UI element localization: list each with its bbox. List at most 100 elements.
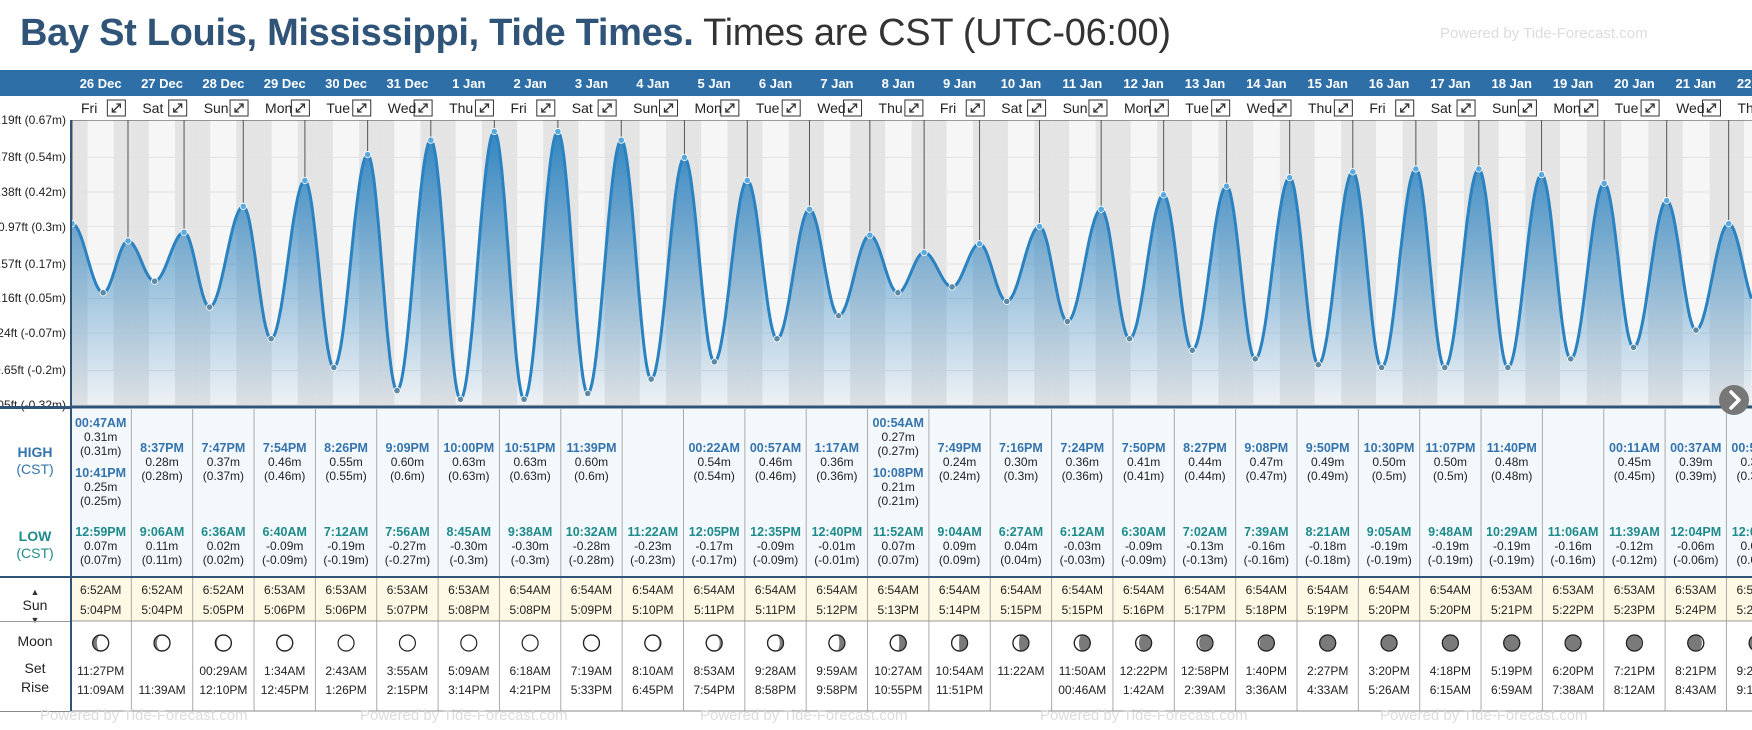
moon-shadow: [1565, 635, 1581, 651]
high-height: 0.31m: [1740, 455, 1752, 469]
moonset-time: 9:59AM: [816, 664, 857, 678]
next-arrow-button[interactable]: [1718, 384, 1750, 416]
sunset-time: 5:17PM: [1184, 603, 1225, 617]
high-time: 8:27PM: [1183, 441, 1227, 455]
low-time: 10:29AM: [1486, 525, 1537, 539]
row-separator: [0, 406, 70, 409]
high-height: 0.37m: [207, 455, 240, 469]
moon-outline: [582, 634, 601, 652]
date-label: 31 Dec: [386, 76, 428, 91]
date-label: 26 Dec: [80, 76, 122, 91]
high-height: 0.48m: [1495, 455, 1528, 469]
moonset-time: 1:40PM: [1246, 664, 1287, 678]
high-time: 7:50PM: [1122, 441, 1166, 455]
moonset-time: 6:18AM: [509, 664, 550, 678]
sunrise-time: 6:53AM: [1552, 583, 1593, 597]
expand-icon: [1277, 103, 1287, 113]
moonset-time: 3:20PM: [1368, 664, 1409, 678]
high-time: 10:00PM: [443, 441, 494, 455]
expand-icon: [234, 103, 244, 113]
low-height: -0.19m: [1432, 539, 1469, 553]
low-height-paren: (-0.13m): [1182, 553, 1227, 567]
watermark-bottom-3: Powered by Tide-Forecast.com: [700, 707, 908, 724]
high-height-paren: (0.31m): [1736, 469, 1752, 483]
moonset-time: 1:34AM: [264, 664, 305, 678]
low-height: -0.27m: [389, 539, 426, 553]
weekday-label: Wed: [1676, 100, 1705, 116]
sunset-time: 5:05PM: [203, 603, 244, 617]
low-tide-point: [330, 363, 338, 372]
next-arrow-circle[interactable]: [1719, 385, 1749, 415]
sunset-time: 5:08PM: [509, 603, 550, 617]
date-label: 19 Jan: [1553, 76, 1594, 91]
high-height-paren: (0.48m): [1491, 469, 1532, 483]
sunset-time: 5:19PM: [1307, 603, 1348, 617]
high-time: 00:11AM: [1609, 441, 1660, 455]
sunset-time: 5:06PM: [264, 603, 305, 617]
weekday-label: Mon: [1124, 100, 1151, 116]
sunset-time: 5:09PM: [571, 603, 612, 617]
low-tide-point: [456, 395, 465, 403]
high-height-paren: (0.39m): [1675, 469, 1716, 483]
row-separator: [0, 711, 70, 712]
high-height: 0.27m: [882, 430, 915, 444]
sun-up-arrow: ▲: [30, 587, 40, 597]
sunrise-time: 6:52AM: [203, 583, 244, 597]
moonset-time: 4:18PM: [1430, 664, 1471, 678]
row-separator: [0, 576, 70, 578]
moonset-time: 11:50AM: [1059, 664, 1106, 678]
sunset-time: 5:13PM: [878, 603, 919, 617]
y-tick-label: 1.19ft (0.67m): [0, 113, 66, 127]
moon-outline: [1073, 634, 1091, 652]
high-height-paren: (0.27m): [878, 444, 919, 458]
expand-icon: [970, 103, 980, 113]
sunset-time: 5:15PM: [1000, 603, 1041, 617]
high-tide-point: [124, 237, 132, 245]
watermark-bottom-4: Powered by Tide-Forecast.com: [1040, 707, 1248, 724]
expand-icon: [1338, 103, 1348, 113]
title-place: Bay St Louis, Mississippi, Tide Times.: [20, 12, 694, 54]
moonset-time: 3:55AM: [387, 664, 428, 678]
low-time: 11:22AM: [627, 525, 678, 539]
expand-icon: [1154, 103, 1164, 113]
expand-icon: [663, 103, 674, 113]
low-height-paren: (-0.19m): [323, 553, 368, 567]
high-height-paren: (0.24m): [939, 469, 980, 483]
expand-icon: [418, 103, 428, 113]
low-tide-point: [584, 389, 592, 398]
moonrise-time: 4:21PM: [509, 683, 550, 697]
low-height-paren: (0.02m): [1736, 553, 1752, 567]
moonrise-time: 6:15AM: [1430, 683, 1471, 697]
low-tide-point: [393, 387, 401, 395]
high-height: 0.60m: [391, 455, 424, 469]
date-label: 17 Jan: [1430, 76, 1471, 91]
low-tide-point: [520, 395, 528, 403]
weekday-label: Mon: [695, 100, 722, 116]
low-height: 0.09m: [943, 539, 976, 553]
moon-outline: [1257, 634, 1275, 652]
date-label: 29 Dec: [264, 76, 306, 91]
chevron-right-icon[interactable]: [1729, 390, 1741, 410]
date-label: 15 Jan: [1307, 76, 1348, 91]
high-tide-point: [1222, 182, 1231, 190]
low-tide-point: [1251, 355, 1259, 363]
low-height: -0.19m: [1493, 539, 1530, 553]
moonset-time: 7:19AM: [571, 664, 612, 678]
weekday-label: Fri: [510, 100, 526, 116]
moonrise-time: 8:58PM: [755, 683, 796, 697]
sunset-time: 5:15PM: [1062, 603, 1103, 617]
sunrise-time: 6:52AM: [1736, 583, 1752, 597]
low-height: 0.07m: [84, 539, 117, 553]
y-tick-label: 0.65ft (-0.2m): [0, 363, 66, 378]
date-label: 30 Dec: [325, 76, 367, 91]
left-header-bar: [0, 70, 70, 96]
sunrise-time: 6:53AM: [1491, 583, 1532, 597]
low-tide-point: [1188, 346, 1196, 354]
high-time: 00:37AM: [1670, 441, 1721, 455]
sun-label: Sun: [22, 597, 48, 613]
low-time: 8:45AM: [447, 525, 491, 539]
expand-icon: [111, 103, 121, 113]
low-time: 6:30AM: [1121, 525, 1165, 539]
low-height: 0.02m: [1740, 539, 1752, 553]
low-tide-point: [1567, 355, 1575, 363]
